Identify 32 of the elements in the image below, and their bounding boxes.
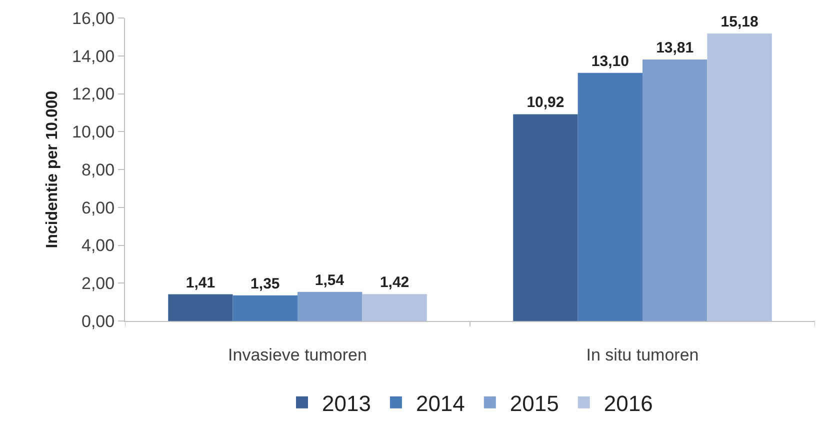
y-tick-label: 8,00 (82, 160, 115, 180)
y-tick-label: 16,00 (72, 8, 115, 28)
bar (168, 294, 233, 321)
legend-label: 2015 (510, 390, 559, 416)
data-label: 1,35 (250, 275, 280, 292)
bar (362, 294, 427, 321)
bar (513, 114, 578, 321)
y-tick-label: 14,00 (72, 46, 115, 66)
y-tick-label: 10,00 (72, 122, 115, 142)
bar (642, 59, 708, 321)
data-label: 13,81 (656, 39, 694, 56)
data-label: 15,18 (720, 14, 758, 31)
y-axis-title: Incidentie per 10.000 (44, 90, 61, 248)
bar (707, 34, 772, 321)
bar (232, 295, 298, 321)
data-label: 1,42 (380, 274, 410, 292)
data-label: 1,41 (186, 274, 216, 292)
y-tick-label: 2,00 (82, 274, 115, 294)
legend-label: 2016 (604, 390, 653, 416)
y-tick-label: 6,00 (82, 198, 115, 218)
y-tick-label: 12,00 (72, 84, 115, 104)
y-tick-label: 0,00 (82, 312, 115, 331)
legend-label: 2013 (322, 390, 371, 416)
data-label: 1,54 (314, 272, 345, 289)
y-tick-label: 4,00 (82, 236, 115, 256)
x-tick-label: Invasieve tumoren (228, 345, 367, 364)
data-label: 13,10 (591, 52, 629, 70)
bar (578, 72, 642, 321)
bar (298, 292, 362, 321)
legend-label: 2014 (416, 390, 465, 416)
data-label: 10,92 (526, 94, 564, 112)
x-tick-label: In situ tumoren (586, 345, 699, 364)
